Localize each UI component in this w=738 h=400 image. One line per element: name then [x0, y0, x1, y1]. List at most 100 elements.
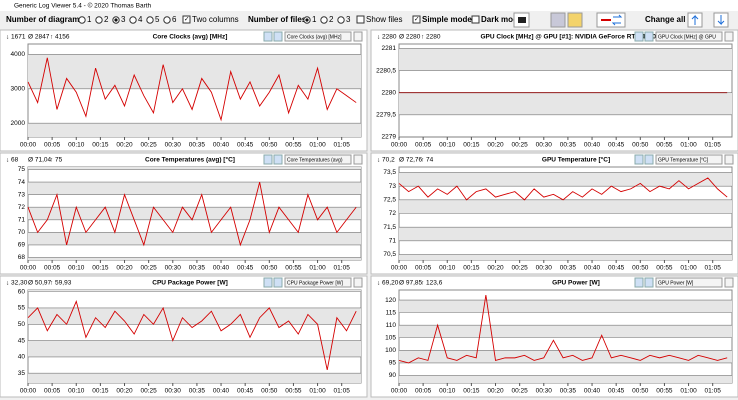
plot-band — [28, 373, 361, 383]
diagram-radio[interactable] — [129, 16, 137, 24]
x-tick-label: 00:50 — [632, 388, 649, 395]
add-button — [724, 154, 734, 165]
pin-icon — [273, 154, 283, 165]
x-tick-label: 00:25 — [512, 265, 529, 272]
stat-value: ↑ 2280 — [421, 34, 441, 41]
diagram-radio[interactable] — [163, 16, 171, 24]
plot-band — [399, 325, 732, 338]
radio-label: 6 — [172, 15, 177, 24]
plot-band — [399, 48, 732, 71]
x-tick-label: 00:20 — [487, 388, 504, 395]
plot-band — [399, 350, 732, 363]
series-dropdown[interactable] — [655, 31, 723, 42]
series-dropdown[interactable] — [284, 154, 352, 165]
x-tick-label: 00:55 — [285, 142, 302, 149]
x-tick-label: 00:50 — [261, 265, 278, 272]
dark-mode-checkbox[interactable] — [471, 15, 480, 24]
stat-value: ↓ 69,20 — [377, 280, 399, 287]
open-button[interactable] — [567, 12, 583, 28]
x-tick-label: 00:10 — [68, 142, 85, 149]
series-dropdown[interactable] — [655, 154, 723, 165]
y-tick-label: 105 — [385, 334, 396, 341]
help-icon — [634, 154, 644, 165]
dropdown-text: Core Clocks (avg) [MHz] — [287, 34, 342, 40]
x-tick-label: 00:20 — [116, 265, 133, 272]
plot-band — [28, 232, 361, 245]
y-tick-label: 75 — [18, 166, 26, 173]
x-tick-label: 00:15 — [92, 142, 109, 149]
y-tick-label: 60 — [18, 288, 26, 295]
x-tick-label: 01:00 — [680, 388, 697, 395]
x-tick-label: 00:10 — [68, 265, 85, 272]
add-button — [353, 277, 363, 288]
stat-value: ↓ 1671 — [6, 34, 26, 41]
chart-title: GPU Temperature [°C] — [542, 156, 610, 164]
x-tick-label: 00:20 — [487, 265, 504, 272]
diagram-radio[interactable] — [146, 16, 154, 24]
y-tick-label: 73,5 — [383, 169, 396, 176]
data-line — [27, 57, 357, 122]
file-radio[interactable] — [337, 16, 345, 24]
x-tick-label: 00:40 — [584, 142, 601, 149]
plot-band — [28, 167, 361, 170]
diagram-radio[interactable] — [95, 16, 103, 24]
x-tick-label: 00:40 — [213, 388, 230, 395]
radio-label: 1 — [87, 15, 92, 24]
show-files-checkbox[interactable] — [356, 15, 365, 24]
dropdown-text: GPU Clock [MHz] @ GPU — [658, 34, 716, 40]
simple-mode-checkbox[interactable] — [412, 15, 421, 24]
add-button — [724, 277, 734, 288]
stat-value: ↑ 4156 — [50, 34, 70, 41]
x-tick-label: 00:35 — [560, 265, 577, 272]
pin-icon — [644, 277, 654, 288]
save-button[interactable] — [550, 12, 566, 28]
pin-icon — [273, 31, 283, 42]
stat-value: ↑ 75 — [50, 157, 63, 164]
check-mark: ✓ — [414, 16, 419, 23]
x-tick-label: 00:35 — [189, 265, 206, 272]
arrow-icon — [717, 15, 725, 26]
add-button — [724, 31, 734, 42]
plot-band — [399, 92, 732, 115]
x-tick-label: 01:05 — [334, 388, 351, 395]
stat-value: ↓ 70,2 — [377, 157, 395, 164]
two-columns-checkbox[interactable] — [182, 15, 191, 24]
stat-value: ↓ 2280 — [377, 34, 397, 41]
diagram-radio[interactable] — [78, 16, 86, 24]
dropdown-text: GPU Temperature [°C] — [658, 157, 709, 163]
radio-dot — [305, 18, 309, 22]
y-tick-label: 72 — [18, 204, 26, 211]
y-tick-label: 72,5 — [383, 197, 396, 204]
x-tick-label: 01:00 — [680, 142, 697, 149]
x-tick-label: 01:00 — [680, 265, 697, 272]
series-dropdown[interactable] — [655, 277, 723, 288]
y-tick-label: 73 — [18, 191, 26, 198]
y-tick-label: 115 — [386, 309, 397, 316]
y-tick-label: 90 — [389, 372, 397, 379]
x-tick-label: 00:50 — [261, 388, 278, 395]
x-tick-label: 00:45 — [237, 265, 254, 272]
file-radio[interactable] — [320, 16, 328, 24]
radio-label: 4 — [138, 15, 143, 24]
x-tick-label: 00:05 — [44, 142, 61, 149]
data-line — [27, 181, 357, 247]
stat-value: ↑ 74 — [421, 157, 434, 164]
y-tick-label: 71 — [389, 238, 397, 245]
x-tick-label: 00:05 — [415, 142, 432, 149]
x-tick-label: 00:40 — [584, 388, 601, 395]
stat-value: Ø 97,85 — [399, 280, 423, 287]
x-tick-label: 01:05 — [705, 388, 722, 395]
data-line — [398, 177, 728, 201]
dropdown-text: GPU Power [W] — [658, 280, 694, 286]
series-dropdown[interactable] — [284, 277, 352, 288]
chart-title: Core Temperatures (avg) [°C] — [145, 156, 235, 164]
plot-band — [399, 199, 732, 214]
y-tick-label: 4000 — [11, 51, 26, 58]
series-dropdown[interactable] — [284, 31, 352, 42]
x-tick-label: 00:00 — [20, 265, 37, 272]
x-tick-label: 00:45 — [237, 142, 254, 149]
x-tick-label: 00:30 — [536, 388, 553, 395]
y-tick-label: 2280,5 — [376, 67, 396, 74]
x-tick-label: 00:30 — [165, 142, 182, 149]
y-tick-label: 95 — [389, 360, 397, 367]
